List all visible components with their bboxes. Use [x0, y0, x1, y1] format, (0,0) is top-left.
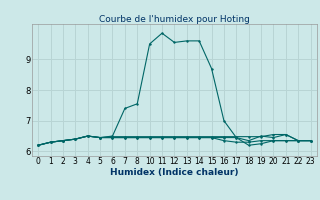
X-axis label: Humidex (Indice chaleur): Humidex (Indice chaleur) — [110, 168, 239, 177]
Title: Courbe de l'humidex pour Hoting: Courbe de l'humidex pour Hoting — [99, 15, 250, 24]
